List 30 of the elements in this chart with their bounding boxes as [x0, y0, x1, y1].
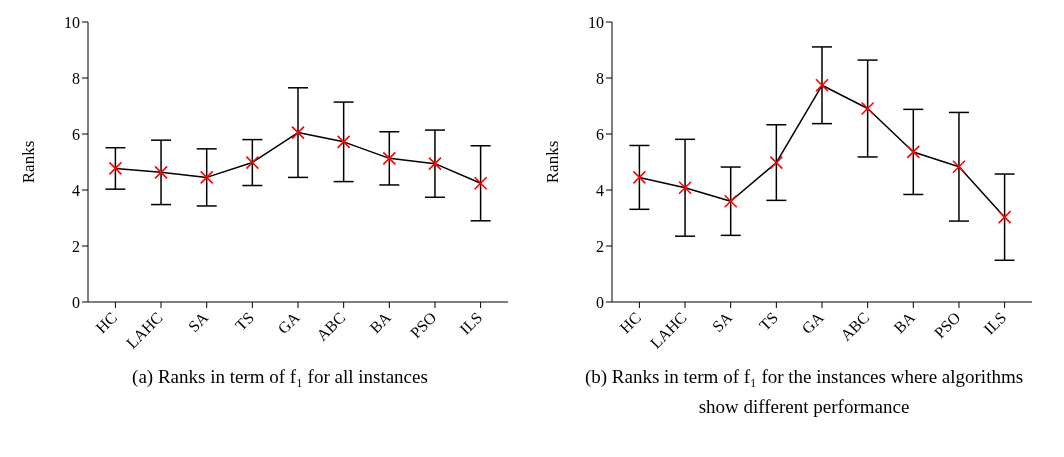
text: (a) Ranks in term of f₁ for all instances [131, 365, 429, 389]
y-tick-label: 0 [72, 293, 80, 311]
y-tick-label: 6 [596, 125, 604, 143]
y-tick-label: 4 [596, 181, 604, 199]
x-tick-label: SA [184, 308, 212, 336]
x-tick-label: GA [274, 308, 304, 338]
y-axis-title: Ranks [543, 140, 563, 184]
x-tick-label: BA [366, 308, 395, 337]
y-tick-label: 10 [588, 13, 604, 31]
y-tick-label: 10 [64, 13, 80, 31]
x-tick-label: PSO [930, 308, 964, 342]
y-tick-label: 8 [596, 69, 604, 87]
x-tick-label: GA [798, 308, 828, 338]
text: (b) Ranks in term of f₁ for the instances where algorithms show different performance [583, 365, 1025, 419]
y-tick-label: 2 [72, 237, 80, 255]
x-tick-label: SA [708, 308, 736, 336]
x-tick-label: ILS [456, 308, 486, 338]
x-tick-label: TS [231, 308, 258, 334]
x-tick-label: HC [616, 308, 645, 337]
x-tick-label: PSO [406, 308, 440, 342]
y-tick-label: 2 [596, 237, 604, 255]
y-tick-label: 6 [72, 125, 80, 143]
x-tick-label: HC [92, 308, 121, 337]
y-tick-label: 8 [72, 69, 80, 87]
y-axis-title: Ranks [19, 140, 39, 184]
y-tick-label: 4 [72, 181, 80, 199]
y-tick-label: 0 [596, 293, 604, 311]
x-tick-label: TS [755, 308, 782, 334]
x-tick-label: BA [890, 308, 919, 337]
x-tick-label: ILS [980, 308, 1010, 338]
